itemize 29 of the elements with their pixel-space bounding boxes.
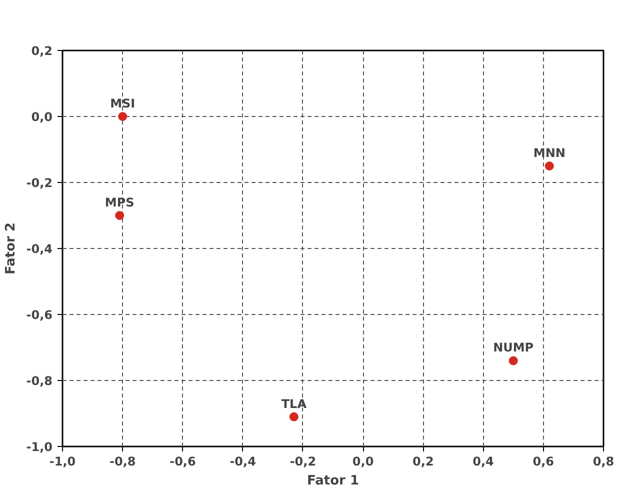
annotation: MNN bbox=[533, 146, 566, 160]
annotation: NUMP bbox=[493, 340, 534, 355]
point bbox=[508, 356, 518, 366]
annotation: MPS bbox=[104, 196, 134, 210]
y-tick-label: -0,2 bbox=[26, 176, 53, 190]
point bbox=[115, 211, 124, 220]
x-tick-label: -0,2 bbox=[290, 454, 316, 468]
y-axis-title: Fator 2 bbox=[3, 222, 18, 275]
x-tick-label: 0,8 bbox=[592, 454, 614, 468]
annotation: MSI bbox=[110, 96, 136, 110]
point bbox=[289, 412, 298, 422]
x-tick-label: 0,4 bbox=[472, 454, 494, 468]
annotation: TLA bbox=[281, 396, 308, 411]
x-tick-label: -0,8 bbox=[109, 454, 136, 468]
y-tick-label: -0,4 bbox=[26, 242, 53, 256]
x-tick-label: 0,2 bbox=[412, 454, 434, 468]
y-tick-label: 0,2 bbox=[31, 44, 53, 58]
x-tick-label: 0,6 bbox=[532, 454, 554, 468]
x-tick-label: -0,6 bbox=[170, 454, 196, 468]
x-tick-label: -0,4 bbox=[230, 454, 256, 468]
x-axis-title: Fator 1 bbox=[306, 474, 360, 488]
x-tick-label: -1,0 bbox=[49, 454, 76, 468]
point bbox=[544, 162, 554, 170]
x-tick-label: 0,0 bbox=[352, 454, 374, 468]
y-tick-label: -0,6 bbox=[26, 308, 53, 322]
point bbox=[118, 112, 128, 121]
y-tick-label: -1,0 bbox=[26, 440, 53, 454]
y-tick-label: 0,0 bbox=[31, 110, 53, 124]
y-tick-label: -0,8 bbox=[26, 374, 53, 388]
